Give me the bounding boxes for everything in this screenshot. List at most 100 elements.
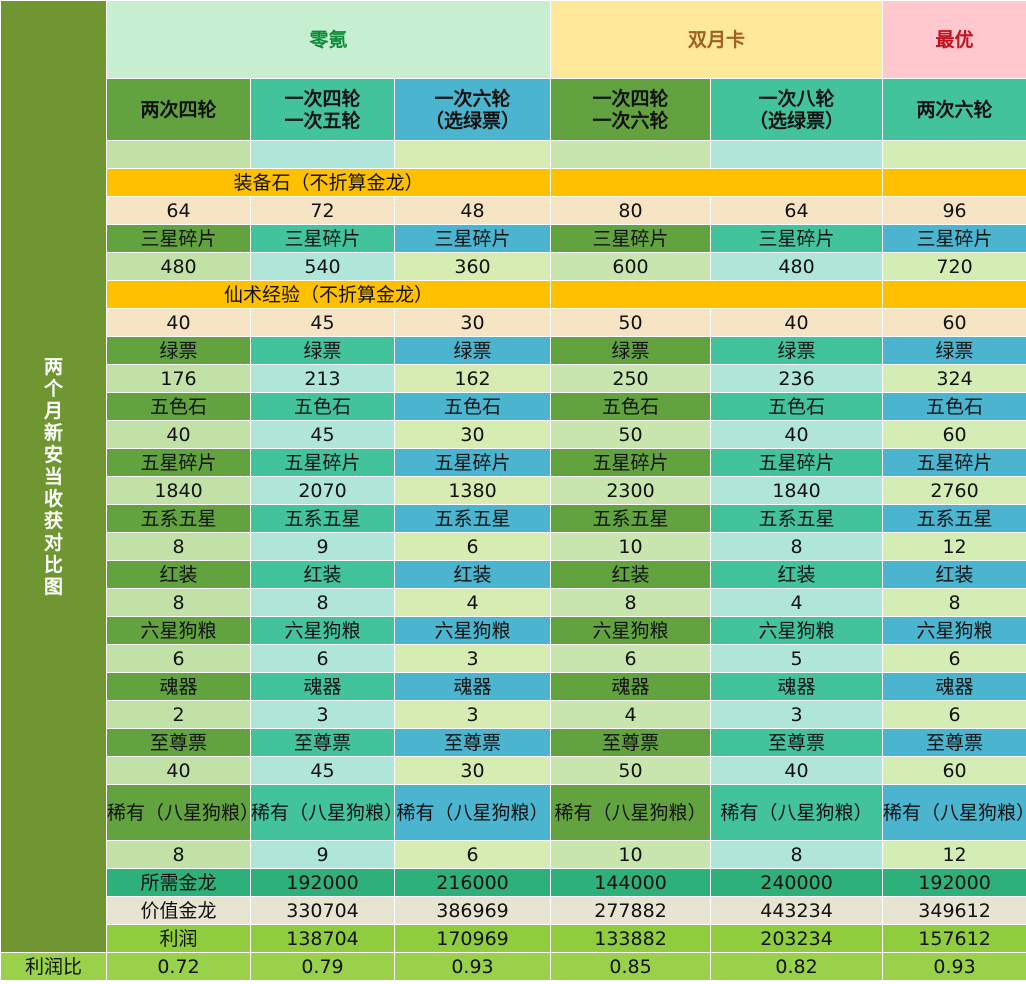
label-cell: 稀有（八星狗粮） [882,784,1026,841]
summary-value: 133882 [550,924,712,953]
label-cell: 三星碎片 [250,224,395,253]
label-cell: 绿票 [106,336,251,365]
value-cell: 80 [550,196,712,225]
side-title-char: 图 [43,575,63,598]
value-cell: 9 [250,532,395,561]
value-cell: 64 [106,196,251,225]
group-header-monthly-card: 双月卡 [550,0,884,79]
label-cell: 三星碎片 [882,224,1026,253]
label-cell: 红装 [882,560,1026,589]
value-cell: 6 [393,840,552,869]
label-cell: 五星碎片 [882,448,1026,477]
summary-value: 240000 [710,868,884,897]
summary-value: 330704 [250,896,395,925]
label-cell: 五星碎片 [550,448,712,477]
value-cell: 72 [250,196,395,225]
section-xianshu-exp: 仙术经验（不折算金龙） [105,280,552,309]
value-cell: 8 [882,588,1026,617]
label-cell: 六星狗粮 [106,616,251,645]
side-title-char: 对 [43,531,63,554]
label-cell: 三星碎片 [106,224,251,253]
value-cell: 48 [393,196,552,225]
table-row: 176 213 162 250 236 324 [1,364,1026,393]
value-cell: 236 [710,364,884,393]
label-cell: 稀有（八星狗粮） [106,784,251,841]
summary-value: 277882 [550,896,712,925]
table-row: 五星碎片 五星碎片 五星碎片 五星碎片 五星碎片 五星碎片 [1,448,1026,477]
table-row: 五系五星 五系五星 五系五星 五系五星 五系五星 五系五星 [1,504,1026,533]
table-row: 480 540 360 600 480 720 [1,252,1026,281]
value-cell: 40 [710,756,884,785]
label-cell: 五星碎片 [106,448,251,477]
value-cell: 1840 [106,476,251,505]
table-row: 至尊票 至尊票 至尊票 至尊票 至尊票 至尊票 [1,728,1026,757]
summary-row: 所需金龙 192000 216000 144000 240000 192000 … [0,868,1026,897]
label-cell: 五星碎片 [710,448,884,477]
section-fill [882,168,1026,197]
spacer-cell [550,140,712,169]
label-cell: 红装 [250,560,395,589]
value-cell: 8 [550,588,712,617]
value-cell: 4 [393,588,552,617]
value-cell: 6 [393,532,552,561]
summary-value: 0.72 [106,952,251,981]
side-title: 两 个 月 新 安 当 收 获 对 比 图 [0,0,107,953]
label-cell: 六星狗粮 [250,616,395,645]
label-cell: 魂器 [882,672,1026,701]
value-cell: 30 [393,756,552,785]
value-cell: 40 [106,308,251,337]
summary-label: 价值金龙 [106,896,251,925]
value-cell: 30 [393,308,552,337]
spacer-cell [250,140,395,169]
label-cell: 稀有（八星狗粮） [710,784,884,841]
value-cell: 162 [393,364,552,393]
summary-value: 0.93 [882,952,1026,981]
summary-row: 利润比 0.72 0.79 0.93 0.85 0.82 0.93 [0,952,1026,981]
label-cell: 三星碎片 [393,224,552,253]
subheader-1: 两次四轮 [106,78,251,141]
value-cell: 12 [882,840,1026,869]
value-cell: 50 [550,420,712,449]
value-cell: 3 [393,644,552,673]
value-cell: 3 [250,700,395,729]
value-cell: 213 [250,364,395,393]
summary-value: 157612 [882,924,1026,953]
summary-row: 利润 138704 170969 133882 203234 157612 26… [0,924,1026,953]
value-cell: 45 [250,420,395,449]
table-row: 稀有（八星狗粮） 稀有（八星狗粮） 稀有（八星狗粮） 稀有（八星狗粮） 稀有（八… [1,784,1026,841]
summary-value: 192000 [882,868,1026,897]
label-cell: 红装 [106,560,251,589]
label-cell: 三星碎片 [710,224,884,253]
summary-label: 利润 [106,924,251,953]
value-cell: 2 [106,700,251,729]
label-cell: 红装 [550,560,712,589]
label-cell: 六星狗粮 [550,616,712,645]
spacer-cell [393,140,552,169]
table-row: 64 72 48 80 64 96 [1,196,1026,225]
label-cell: 至尊票 [710,728,884,757]
summary-label: 所需金龙 [106,868,251,897]
label-cell: 五色石 [882,392,1026,421]
summary-value: 203234 [710,924,884,953]
table-row: 8 9 6 10 8 12 [1,532,1026,561]
label-cell: 五系五星 [710,504,884,533]
table-row: 红装 红装 红装 红装 红装 红装 [1,560,1026,589]
value-cell: 324 [882,364,1026,393]
label-cell: 五系五星 [882,504,1026,533]
table-row: 8 9 6 10 8 12 [1,840,1026,869]
value-cell: 176 [106,364,251,393]
value-cell: 8 [106,840,251,869]
value-cell: 250 [550,364,712,393]
side-title-char: 收 [43,487,63,510]
value-cell: 480 [106,252,251,281]
summary-value: 170969 [393,924,552,953]
value-cell: 50 [550,308,712,337]
summary-value: 192000 [250,868,395,897]
label-cell: 绿票 [710,336,884,365]
value-cell: 40 [710,420,884,449]
summary-value: 0.85 [550,952,712,981]
value-cell: 600 [550,252,712,281]
section-fill [882,280,1026,309]
summary-value: 0.82 [710,952,884,981]
label-cell: 红装 [393,560,552,589]
